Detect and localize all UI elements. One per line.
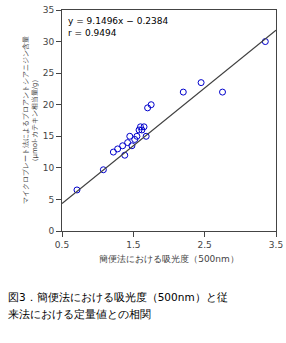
svg-text:0: 0 [48, 226, 54, 236]
svg-text:簡便法における吸光度（500nm）: 簡便法における吸光度（500nm） [99, 254, 239, 264]
svg-text:マイクロプレート法によるプロアントシアニジン含量（μmol-: マイクロプレート法によるプロアントシアニジン含量（μmol-カテキン相当量/g） [22, 37, 39, 205]
svg-text:15: 15 [43, 131, 54, 141]
svg-text:10: 10 [43, 163, 55, 173]
svg-text:25: 25 [43, 68, 54, 78]
svg-text:2.5: 2.5 [198, 240, 212, 250]
svg-text:r = 0.9494: r = 0.9494 [68, 28, 117, 38]
svg-text:図3．簡便法における吸光度（500nm）と従: 図3．簡便法における吸光度（500nm）と従 [8, 291, 228, 304]
svg-text:y = 9.1496x − 0.2384: y = 9.1496x − 0.2384 [68, 16, 168, 26]
svg-text:3.5: 3.5 [269, 240, 283, 250]
svg-text:30: 30 [43, 37, 55, 47]
svg-text:1.5: 1.5 [126, 240, 140, 250]
svg-text:5: 5 [48, 195, 54, 205]
svg-text:0.5: 0.5 [55, 240, 69, 250]
svg-text:20: 20 [43, 100, 55, 110]
svg-text:来法における定量値との相関: 来法における定量値との相関 [8, 308, 151, 321]
svg-text:35: 35 [43, 5, 54, 15]
